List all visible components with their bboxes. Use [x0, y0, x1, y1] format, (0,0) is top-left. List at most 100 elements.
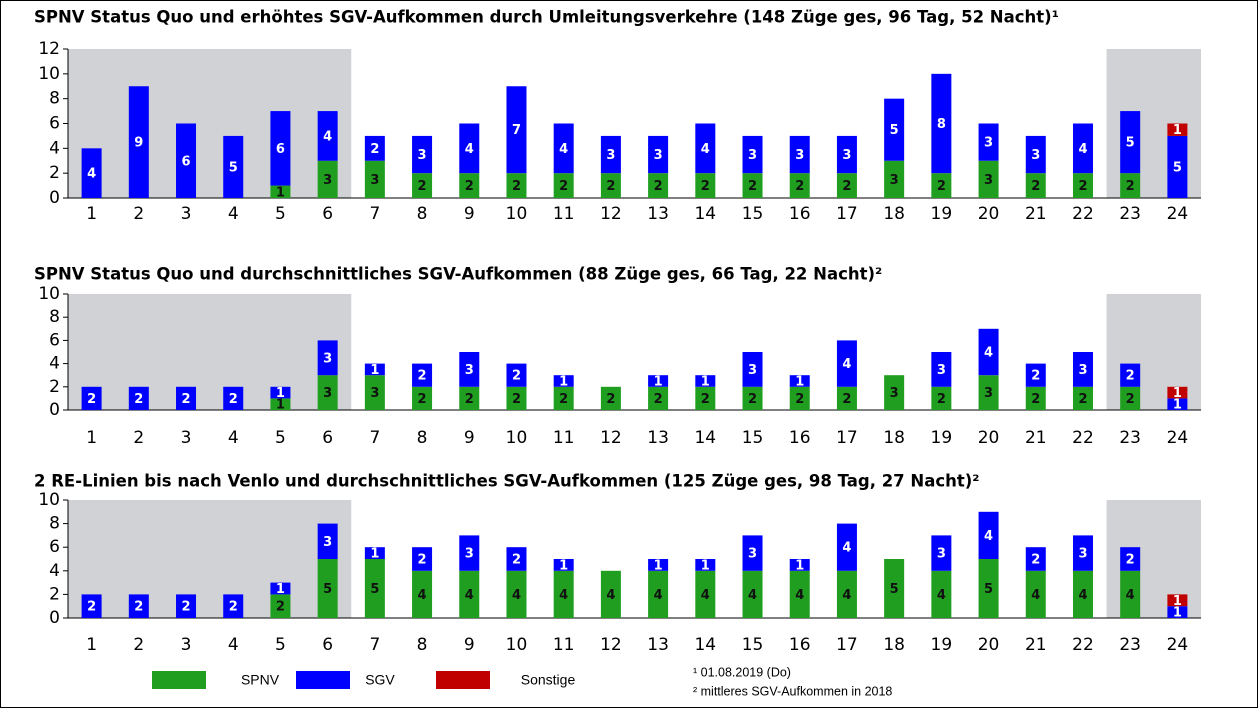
bar-segment	[1025, 570, 1046, 618]
data-label: 3	[842, 148, 851, 163]
x-tick-label: 22	[1072, 204, 1094, 224]
data-label: 2	[87, 392, 96, 407]
y-tick-label: 6	[49, 537, 60, 557]
bar-segment	[506, 547, 527, 571]
x-tick-label: 3	[181, 204, 192, 224]
x-tick-label: 6	[322, 428, 333, 448]
y-tick-label: 2	[49, 377, 60, 397]
y-tick-label: 0	[49, 400, 60, 420]
bar-segment	[81, 386, 102, 410]
bar-segment	[742, 173, 763, 198]
bar-segment	[1025, 386, 1046, 410]
bar-segment	[789, 570, 810, 618]
bar-segment	[317, 340, 338, 376]
x-tick-label: 8	[417, 204, 428, 224]
data-label: 2	[1031, 179, 1040, 194]
data-label: 2	[181, 600, 190, 615]
data-label: 2	[1031, 392, 1040, 407]
data-label: 4	[606, 588, 615, 603]
data-label: 3	[323, 173, 332, 188]
data-label: 6	[181, 154, 190, 169]
x-tick-label: 14	[694, 635, 716, 655]
x-tick-label: 4	[228, 428, 239, 448]
bar-segment	[1167, 398, 1188, 410]
legend-label: SGV	[365, 672, 395, 688]
x-tick-label: 19	[931, 428, 953, 448]
data-label: 2	[937, 179, 946, 194]
data-label: 1	[559, 375, 568, 390]
bar-segment	[1120, 111, 1141, 174]
data-label: 5	[323, 582, 332, 597]
x-tick-label: 19	[931, 635, 953, 655]
data-label: 1	[1173, 606, 1182, 621]
data-label: 2	[465, 179, 474, 194]
data-label: 2	[1126, 553, 1135, 568]
bar-segment	[978, 123, 999, 161]
x-tick-label: 21	[1025, 204, 1047, 224]
bar-segment	[742, 135, 763, 174]
bar-segment	[364, 363, 385, 376]
bar-segment	[836, 523, 857, 571]
chart-title: SPNV Status Quo und durchschnittliches S…	[34, 265, 882, 284]
data-label: 3	[748, 148, 757, 163]
x-tick-label: 13	[647, 635, 669, 655]
bar-segment	[884, 160, 905, 198]
data-label: 1	[276, 185, 285, 200]
bar-segment	[317, 523, 338, 559]
bar-segment	[600, 386, 621, 410]
data-label: 4	[559, 142, 568, 157]
data-label: 2	[1031, 369, 1040, 384]
data-label: 1	[1173, 594, 1182, 609]
x-tick-label: 15	[742, 204, 764, 224]
x-tick-label: 11	[553, 428, 575, 448]
x-tick-label: 10	[506, 635, 528, 655]
bar-segment	[553, 375, 574, 387]
data-label: 2	[181, 392, 190, 407]
x-tick-label: 18	[883, 635, 905, 655]
bar-segment	[459, 386, 480, 410]
data-label: 4	[842, 357, 851, 372]
data-label: 9	[134, 136, 143, 151]
x-tick-label: 23	[1119, 428, 1141, 448]
bar-segment	[364, 547, 385, 559]
bar-segment	[459, 123, 480, 174]
data-label: 3	[465, 363, 474, 378]
data-label: 2	[1126, 392, 1135, 407]
x-tick-label: 17	[836, 635, 858, 655]
x-tick-label: 2	[133, 204, 144, 224]
data-label: 1	[276, 398, 285, 413]
bar-segment	[1167, 123, 1188, 136]
bar-segment	[459, 570, 480, 618]
data-label: 7	[512, 123, 521, 138]
data-label: 3	[370, 386, 379, 401]
data-label: 1	[701, 375, 710, 390]
bar-segment	[81, 148, 102, 198]
x-tick-label: 7	[369, 428, 380, 448]
bar-segment	[506, 570, 527, 618]
night-shade	[68, 500, 352, 618]
bar-segment	[317, 559, 338, 618]
bar-segment	[364, 135, 385, 161]
data-label: 2	[606, 179, 615, 194]
y-tick-label: 6	[49, 330, 60, 350]
data-label: 2	[1126, 369, 1135, 384]
legend-swatch	[152, 671, 206, 689]
bar-segment	[789, 375, 810, 387]
y-tick-label: 2	[49, 584, 60, 604]
y-tick-label: 10	[38, 284, 60, 304]
data-label: 2	[559, 179, 568, 194]
bar-segment	[364, 559, 385, 618]
bar-segment	[978, 328, 999, 376]
bar-segment	[884, 559, 905, 618]
data-label: 2	[842, 179, 851, 194]
data-label: 3	[418, 148, 427, 163]
data-label: 4	[418, 588, 427, 603]
bar-segment	[695, 386, 716, 410]
x-tick-label: 2	[133, 428, 144, 448]
bar-segment	[459, 352, 480, 387]
bar-segment	[600, 173, 621, 198]
bar-segment	[1025, 173, 1046, 198]
y-tick-label: 8	[49, 89, 60, 109]
y-tick-label: 6	[49, 114, 60, 134]
bar-segment	[317, 375, 338, 410]
